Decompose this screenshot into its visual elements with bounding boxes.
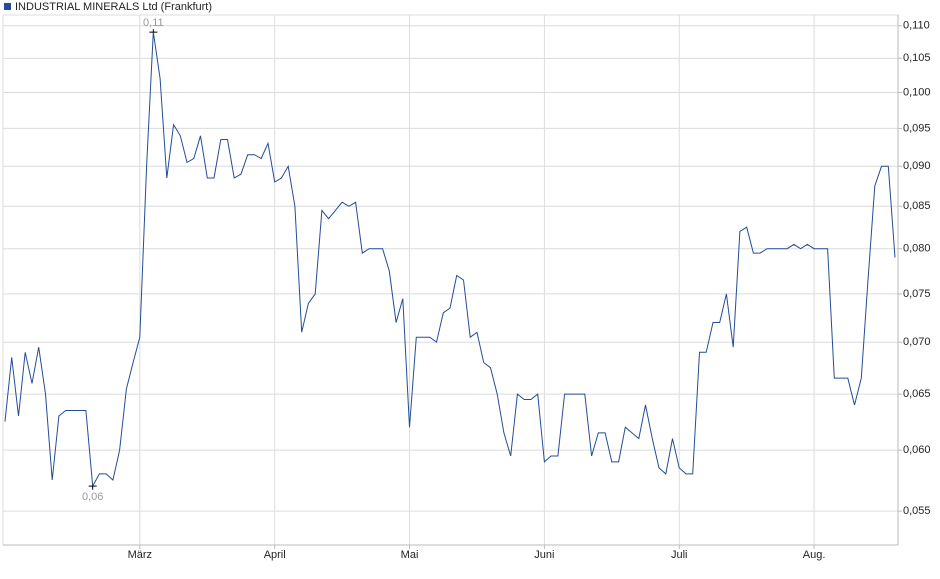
y-tick-label: 0,090 (903, 160, 931, 172)
y-tick-label: 0,085 (903, 200, 931, 212)
extreme-label: 0,11 (143, 17, 164, 29)
y-tick-label: 0,080 (903, 243, 931, 255)
y-tick-label: 0,060 (903, 444, 931, 456)
x-tick-label: Juli (671, 549, 688, 561)
x-tick-label: Juni (534, 549, 554, 561)
extreme-label: 0,06 (82, 491, 103, 503)
legend-label: INDUSTRIAL MINERALS Ltd (Frankfurt) (15, 1, 212, 13)
y-tick-label: 0,075 (903, 288, 931, 300)
x-tick-label: März (128, 549, 152, 561)
x-tick-label: Aug. (803, 549, 826, 561)
y-tick-label: 0,070 (903, 336, 931, 348)
x-tick-label: April (264, 549, 286, 561)
legend-swatch (4, 3, 11, 10)
y-tick-label: 0,065 (903, 388, 931, 400)
x-tick-label: Mai (401, 549, 419, 561)
y-tick-label: 0,055 (903, 505, 931, 517)
y-tick-label: 0,100 (903, 86, 931, 98)
y-tick-label: 0,095 (903, 122, 931, 134)
y-tick-label: 0,110 (903, 20, 930, 32)
plot-area (2, 14, 899, 546)
y-tick-label: 0,105 (903, 52, 931, 64)
